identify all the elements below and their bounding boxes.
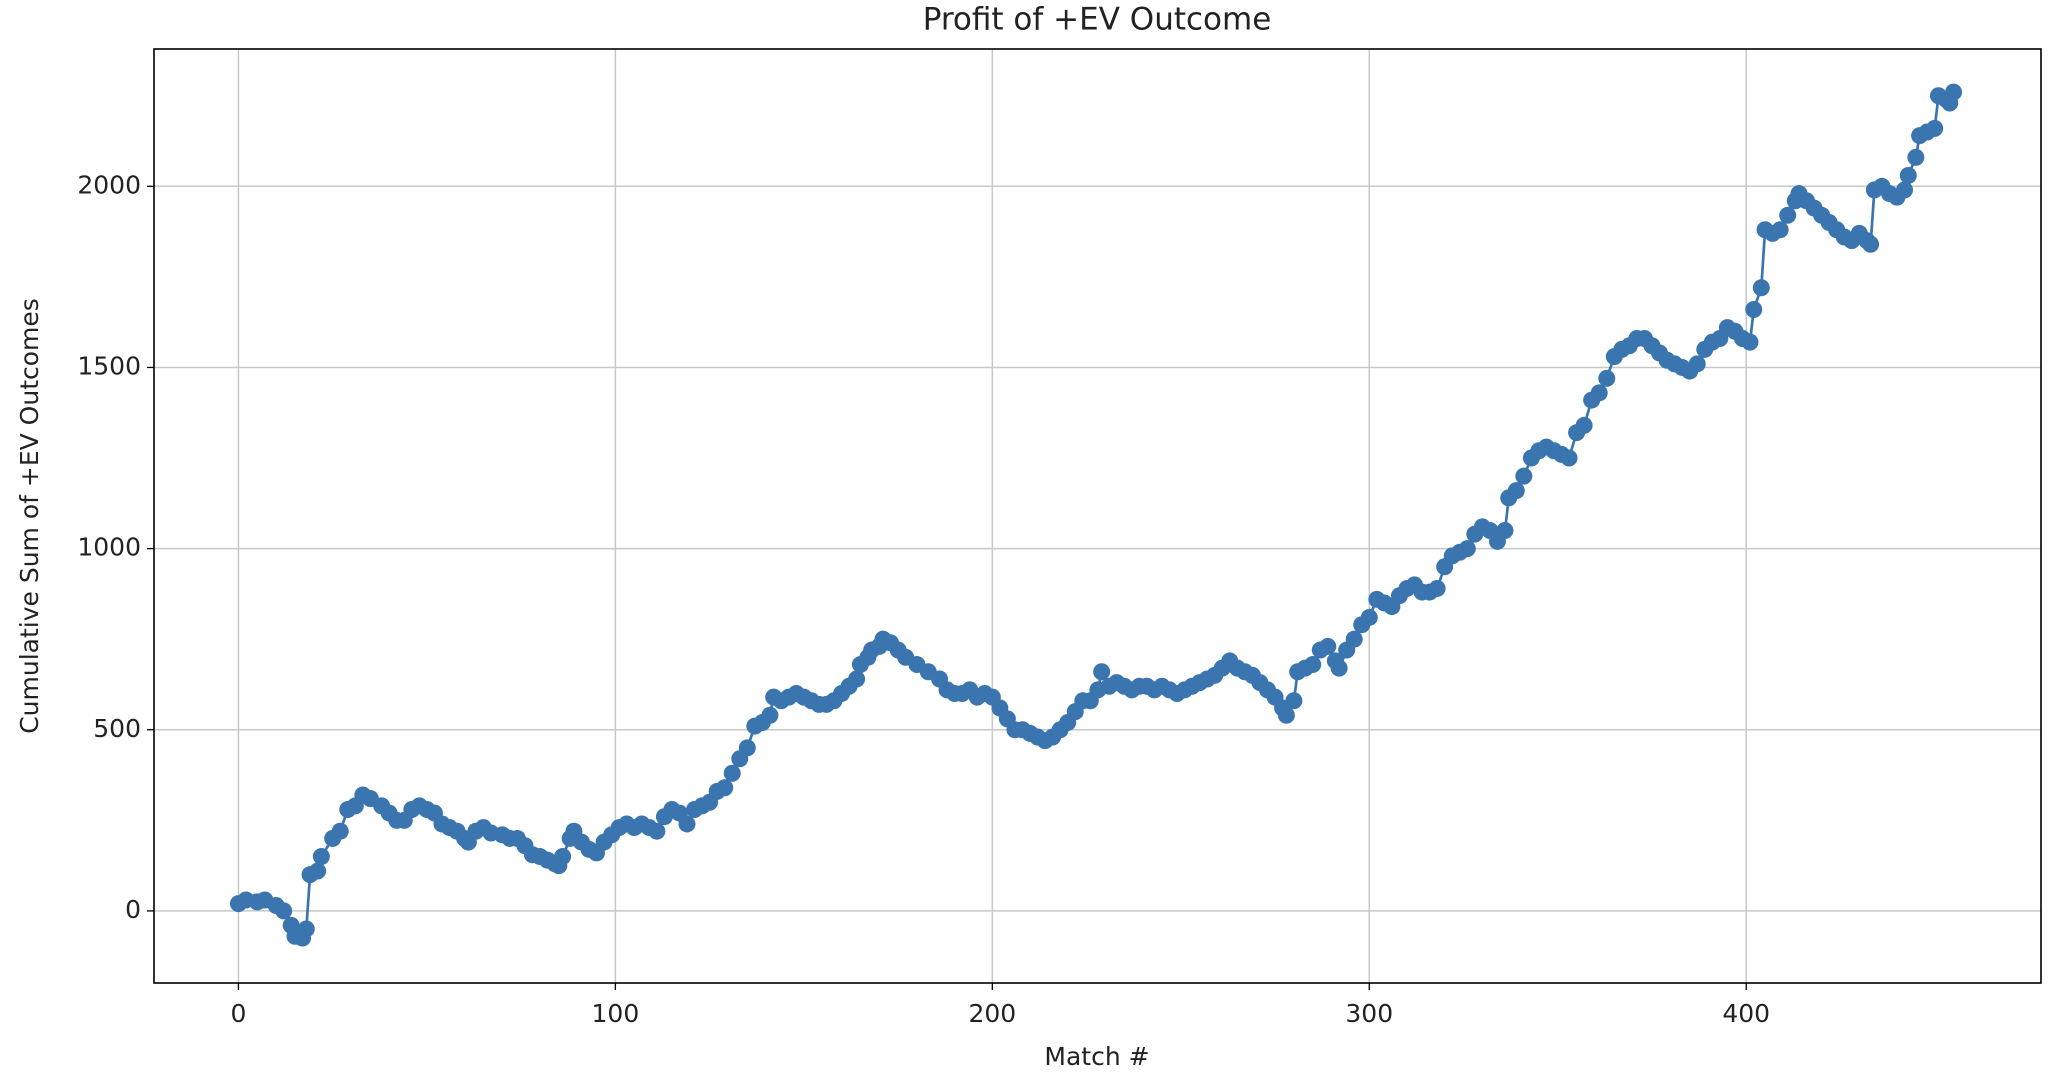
- data-point: [848, 670, 866, 688]
- data-point: [716, 779, 734, 797]
- data-point: [1330, 659, 1348, 677]
- y-tick-label: 500: [93, 714, 141, 743]
- data-point: [1360, 608, 1378, 626]
- x-tick-label: 200: [968, 999, 1016, 1028]
- data-line: [237, 91, 1955, 940]
- data-point: [1741, 333, 1759, 351]
- x-tick-label: 100: [592, 999, 640, 1028]
- x-tick-label: 400: [1722, 999, 1770, 1028]
- data-point: [1598, 369, 1616, 387]
- data-point: [761, 706, 779, 724]
- data-point: [1277, 706, 1295, 724]
- data-point: [1560, 449, 1578, 467]
- data-point: [1899, 166, 1917, 184]
- data-point: [678, 815, 696, 833]
- data-point: [1507, 482, 1525, 500]
- data-point: [297, 920, 315, 938]
- chart-title: Profit of +EV Outcome: [923, 2, 1272, 38]
- data-point: [1458, 540, 1476, 558]
- data-point: [1590, 384, 1608, 402]
- data-point: [1907, 148, 1925, 166]
- data-point: [275, 902, 293, 920]
- data-point: [1945, 83, 1963, 101]
- y-tick-label: 2000: [77, 170, 141, 199]
- data-point: [1745, 300, 1763, 318]
- data-point: [312, 848, 330, 866]
- x-tick-label: 300: [1345, 999, 1393, 1028]
- data-point: [331, 822, 349, 840]
- y-tick-label: 0: [125, 895, 141, 924]
- data-point: [554, 848, 572, 866]
- data-point: [1428, 579, 1446, 597]
- data-point: [738, 739, 756, 757]
- data-point: [1496, 521, 1514, 539]
- data-point: [1688, 355, 1706, 373]
- data-point: [1575, 416, 1593, 434]
- data-point: [1345, 630, 1363, 648]
- data-point: [1304, 656, 1322, 674]
- plot-frame: [153, 48, 2042, 984]
- data-point: [1515, 467, 1533, 485]
- data-point: [1926, 119, 1944, 137]
- data-point: [1752, 279, 1770, 297]
- data-point: [723, 764, 741, 782]
- data-point: [1896, 181, 1914, 199]
- data-point: [1771, 221, 1789, 239]
- data-point: [1862, 235, 1880, 253]
- data-point: [648, 822, 666, 840]
- x-axis-label: Match #: [1044, 1042, 1149, 1071]
- data-point: [1093, 663, 1111, 681]
- x-tick-label: 0: [230, 999, 246, 1028]
- y-tick-label: 1000: [77, 533, 141, 562]
- y-tick-label: 1500: [77, 351, 141, 380]
- data-point: [1779, 206, 1797, 224]
- data-point: [1319, 637, 1337, 655]
- data-point: [1285, 692, 1303, 710]
- y-axis-label: Cumulative Sum of +EV Outcomes: [15, 298, 44, 734]
- data-point: [309, 862, 327, 880]
